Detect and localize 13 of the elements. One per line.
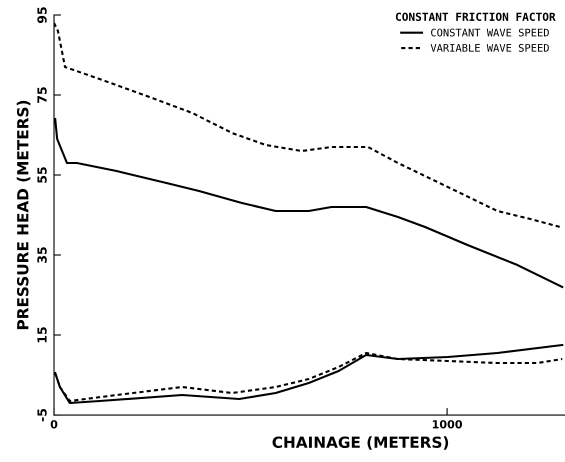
y-axis-title: PRESSURE HEAD (METERS) xyxy=(16,100,30,330)
legend-title: CONSTANT FRICTION FACTOR xyxy=(396,12,556,21)
y-tick-label: 55 xyxy=(37,167,47,183)
y-tick-label: 35 xyxy=(37,247,47,263)
x-axis-title: CHAINAGE (METERS) xyxy=(272,436,448,450)
y-tick-label: 15 xyxy=(37,327,47,342)
x-tick-label: 0 xyxy=(50,420,58,428)
x-tick-label: 1000 xyxy=(432,420,462,428)
legend-label: CONSTANT WAVE SPEED xyxy=(431,28,549,36)
y-tick-label: 75 xyxy=(37,87,47,103)
y-tick-label: 95 xyxy=(37,7,47,24)
legend-label: VARIABLE WAVE SPEED xyxy=(430,44,549,52)
y-tick-label: -5 xyxy=(37,408,47,422)
